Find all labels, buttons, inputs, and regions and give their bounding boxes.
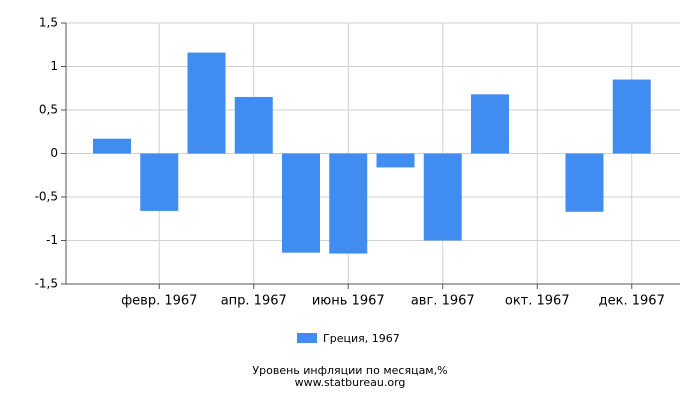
bar [234,96,273,154]
bar [471,94,509,154]
x-tick-label: июнь 1967 [312,294,385,309]
y-tick-label: -0,5 [35,190,58,204]
y-tick-label: -1 [46,233,58,247]
legend-swatch [297,333,317,343]
y-tick-label: -1,5 [35,277,58,291]
x-tick-label: февр. 1967 [121,294,197,309]
x-tick-label: авг. 1967 [411,294,475,309]
legend-label: Греция, 1967 [323,332,400,345]
x-tick-label: апр. 1967 [221,294,287,309]
y-tick-label: 0,5 [39,103,58,117]
x-tick-label: окт. 1967 [505,294,570,309]
x-tick-label: дек. 1967 [599,294,665,309]
bar [93,138,131,154]
chart-subtitle: www.statbureau.org [295,376,406,389]
y-tick-label: 0 [50,146,58,160]
bar [423,153,462,241]
bar [187,52,226,154]
bar [140,153,179,211]
bar [329,153,368,254]
bar [565,153,604,212]
bar [612,79,651,154]
y-tick-label: 1 [50,59,58,73]
y-tick-label: 1,5 [39,16,58,30]
bar [282,153,320,253]
chart-title: Уровень инфляции по месяцам,% [252,364,447,377]
bar [376,153,415,168]
